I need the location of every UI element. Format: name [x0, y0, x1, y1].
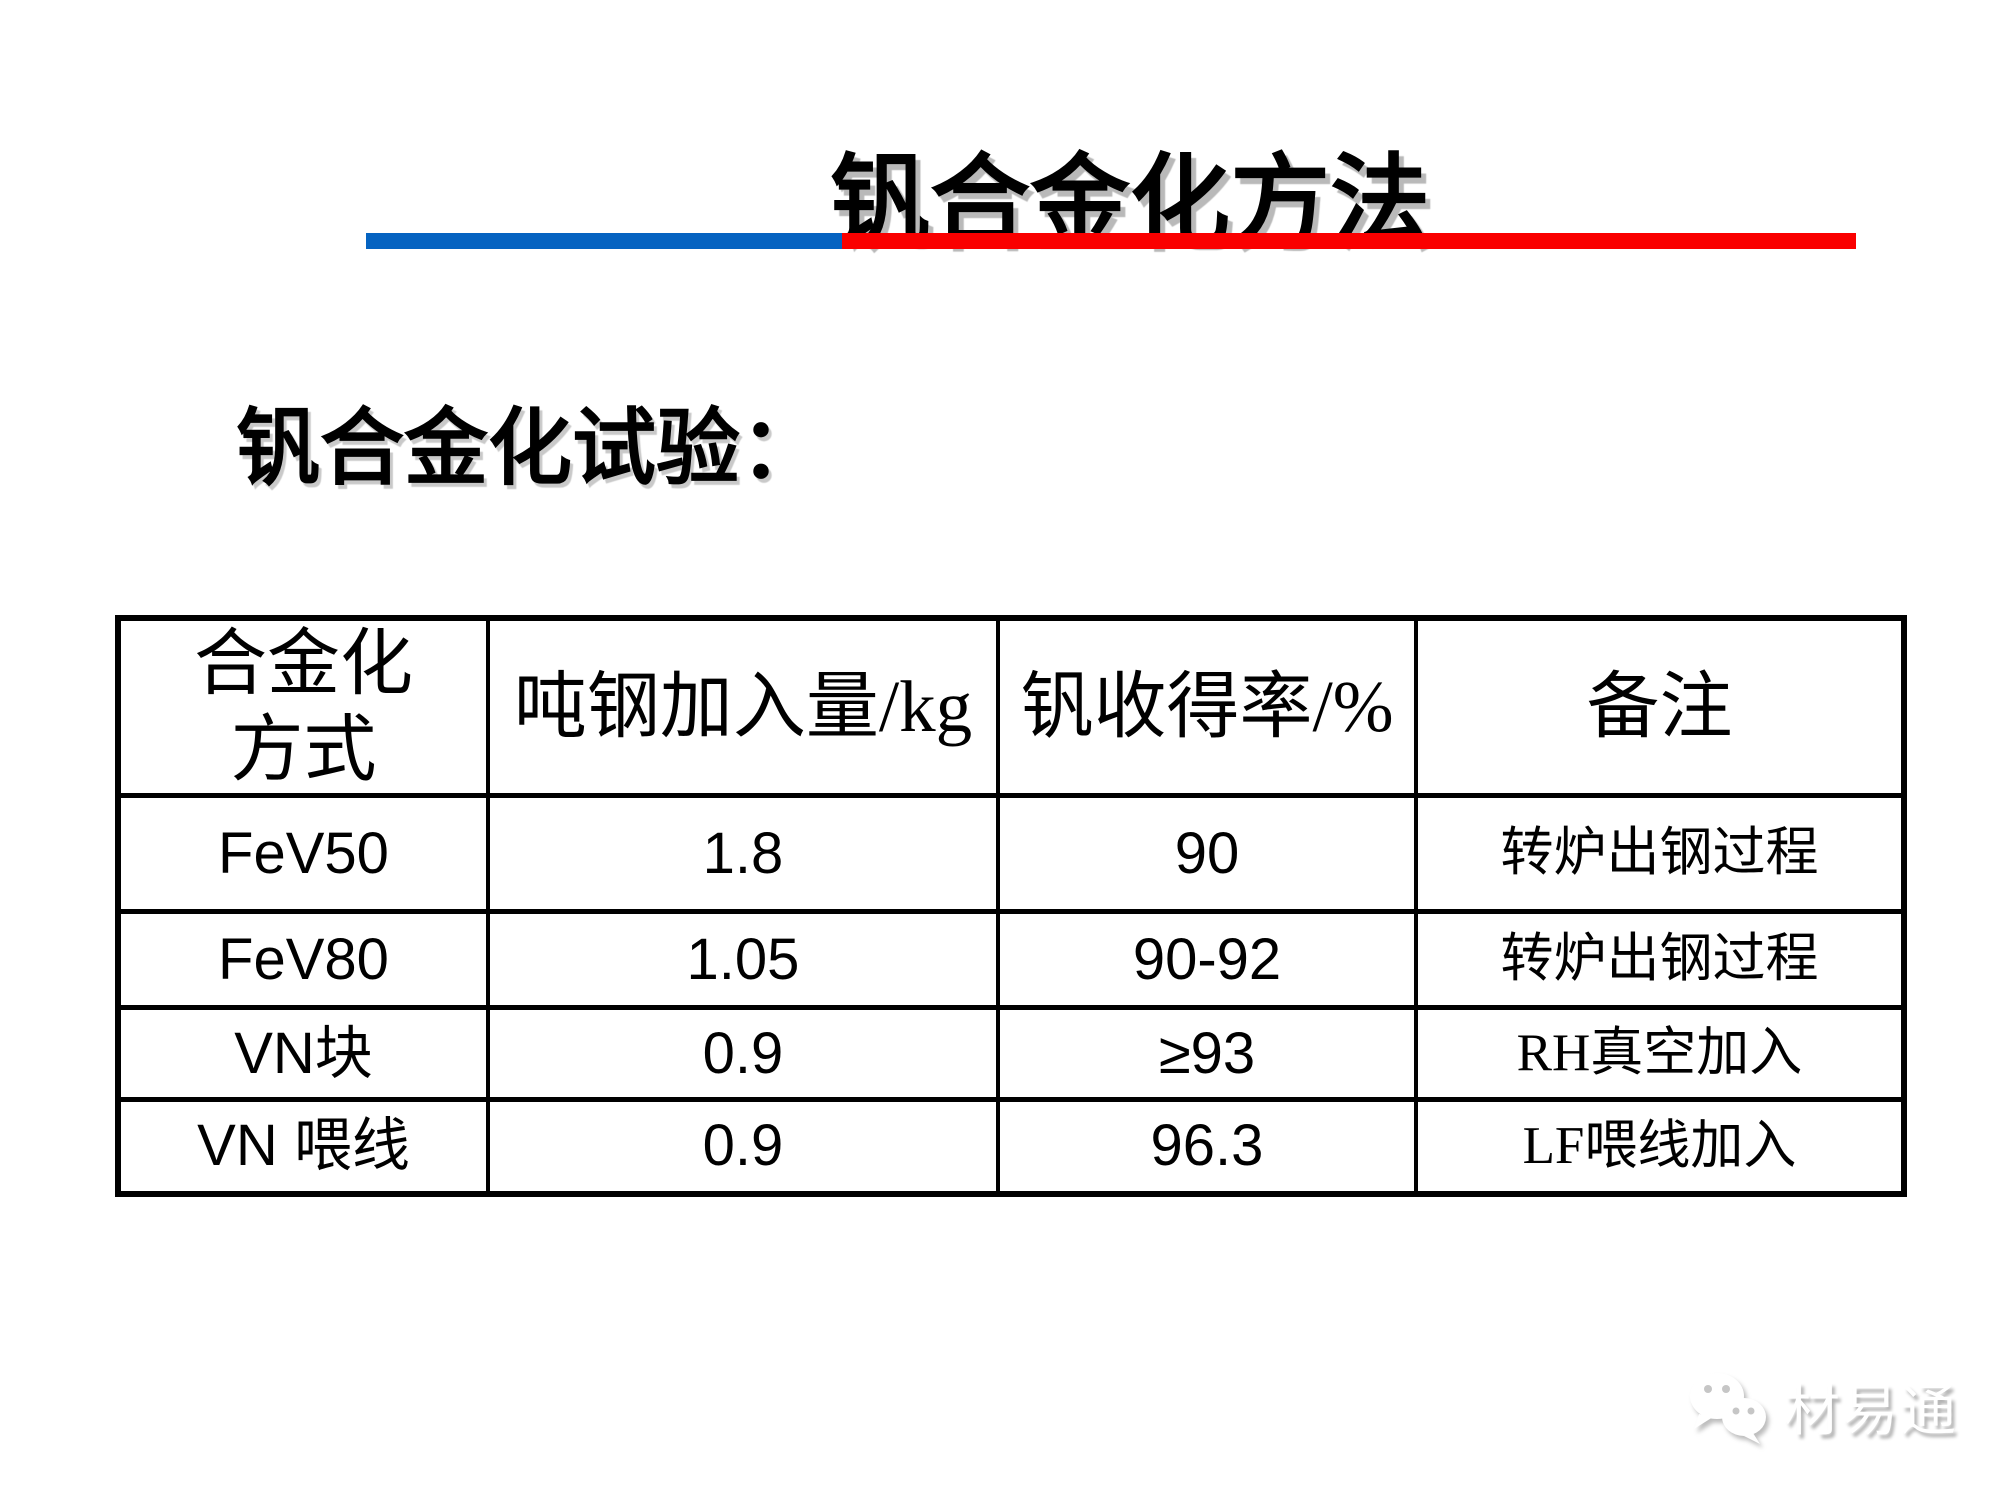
- alloying-test-table: 合金化 方式 吨钢加入量/kg 钒收得率/% 备注 FeV50 1.8 90 转…: [115, 615, 1907, 1197]
- table-row: VN块 0.9 ≥93 RH真空加入: [116, 1005, 1906, 1102]
- cell-addition: 0.9: [486, 1097, 1000, 1196]
- cell-yield: 90: [996, 793, 1418, 914]
- cell-remark: LF喂线加入: [1414, 1097, 1906, 1196]
- cell-method: FeV50: [116, 793, 490, 914]
- cell-remark: RH真空加入: [1414, 1005, 1906, 1102]
- cell-yield: 90-92: [996, 909, 1418, 1010]
- divider-red-segment: [842, 233, 1856, 249]
- cell-method: VN 喂线: [116, 1097, 490, 1196]
- cell-method: FeV80: [116, 909, 490, 1010]
- slide-subtitle: 钒合金化试验：: [236, 403, 825, 496]
- cell-yield: 96.3: [996, 1097, 1418, 1196]
- wechat-icon: [1690, 1372, 1766, 1444]
- watermark: 材易通: [1686, 1366, 1958, 1447]
- table-row: FeV80 1.05 90-92 转炉出钢过程: [116, 909, 1906, 1010]
- table-row: FeV50 1.8 90 转炉出钢过程: [116, 793, 1906, 914]
- cell-method: VN块: [116, 1005, 490, 1102]
- col-header-addition-per-ton: 吨钢加入量/kg: [486, 615, 1000, 798]
- title-divider-bar: [366, 233, 1856, 249]
- cell-remark: 转炉出钢过程: [1414, 793, 1906, 914]
- cell-addition: 1.8: [486, 793, 1000, 914]
- col-header-vanadium-yield: 钒收得率/%: [996, 615, 1418, 798]
- table-header-row: 合金化 方式 吨钢加入量/kg 钒收得率/% 备注: [116, 615, 1906, 798]
- table-row: VN 喂线 0.9 96.3 LF喂线加入: [116, 1097, 1906, 1196]
- watermark-label: 材易通: [1784, 1379, 1958, 1442]
- col-header-remarks: 备注: [1414, 615, 1906, 798]
- cell-remark: 转炉出钢过程: [1414, 909, 1906, 1010]
- cell-yield: ≥93: [996, 1005, 1418, 1102]
- col-header-alloying-method: 合金化 方式: [116, 615, 490, 798]
- cell-addition: 1.05: [486, 909, 1000, 1010]
- divider-blue-segment: [366, 233, 842, 249]
- cell-addition: 0.9: [486, 1005, 1000, 1102]
